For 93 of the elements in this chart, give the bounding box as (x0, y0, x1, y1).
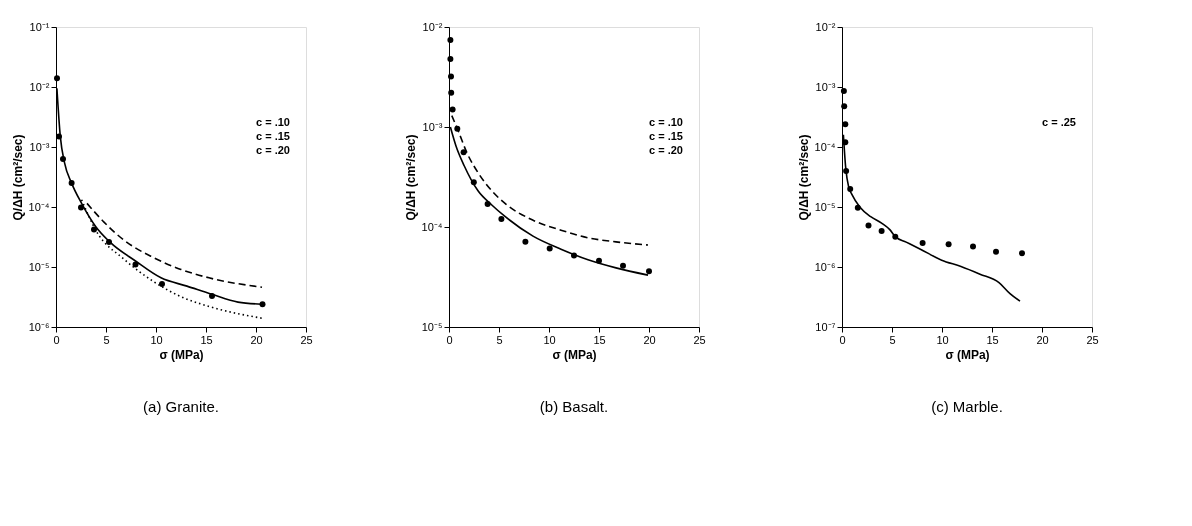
annotation: c = .10 (649, 116, 683, 128)
point (259, 301, 266, 308)
y-tick-label: 10⁻⁵ (814, 200, 836, 213)
x-tick-label: 25 (693, 333, 706, 346)
point (1019, 250, 1025, 257)
y-tick-label: 10⁻² (29, 80, 50, 93)
y-tick-label: 10⁻⁵ (28, 260, 50, 273)
x-tick-label: 20 (250, 333, 263, 346)
y-tick-label: 10⁻⁶ (814, 260, 836, 273)
point (840, 87, 847, 94)
x-tick-label: 10 (543, 333, 556, 346)
point (448, 73, 454, 80)
annotation: c = .20 (649, 144, 683, 156)
x-tick-label: 15 (593, 333, 606, 346)
point (460, 149, 467, 156)
y-tick-label: 10⁻⁴ (421, 220, 443, 233)
x-tick-label: 20 (643, 333, 656, 346)
point (847, 185, 854, 192)
annotation: c = .25 (1042, 116, 1076, 128)
x-tick-label: 15 (986, 333, 999, 346)
point (159, 281, 165, 288)
x-axis-title: σ (MPa) (945, 347, 990, 362)
point (841, 103, 848, 110)
y-tick-label: 10⁻⁷ (815, 320, 836, 333)
y-tick-label: 10⁻⁴ (814, 140, 836, 153)
point (854, 204, 861, 211)
point (970, 243, 976, 250)
point (56, 133, 62, 140)
y-tick-label: 10⁻³ (815, 80, 836, 93)
point (447, 37, 454, 44)
annotation: c = .10 (256, 116, 290, 128)
point (892, 233, 899, 240)
point (620, 262, 626, 269)
point (132, 261, 139, 268)
x-tick-label: 0 (839, 333, 846, 346)
line-series (86, 202, 263, 289)
x-tick-label: 0 (53, 333, 60, 346)
point (843, 167, 850, 174)
point (993, 248, 999, 255)
x-tick-label: 10 (936, 333, 949, 346)
point (106, 239, 112, 246)
x-tick-label: 15 (200, 333, 213, 346)
point (522, 238, 529, 245)
y-tick-label: 10⁻³ (422, 120, 443, 133)
y-axis-title: Q/ΔH (cm²/sec) (796, 134, 811, 221)
annotation: c = .20 (256, 144, 290, 156)
y-tick-label: 10⁻² (422, 20, 443, 33)
point (447, 55, 454, 62)
x-tick-label: 5 (496, 333, 503, 346)
point (842, 139, 849, 146)
x-axis-title: σ (MPa) (159, 347, 204, 362)
point (546, 245, 553, 252)
y-axis-title: Q/ΔH (cm²/sec) (10, 134, 25, 221)
point (470, 179, 477, 186)
point (448, 89, 455, 96)
point (878, 227, 885, 234)
point (54, 75, 60, 82)
x-tick-label: 25 (300, 333, 313, 346)
point (865, 222, 872, 229)
annotation: c = .15 (256, 130, 290, 142)
annotation: c = .15 (649, 130, 683, 142)
point (91, 226, 97, 233)
x-tick-label: 0 (446, 333, 453, 346)
y-tick-label: 10⁻⁶ (28, 320, 50, 333)
x-tick-label: 20 (1036, 333, 1049, 346)
x-tick-label: 10 (150, 333, 163, 346)
text: (c) Marble. (931, 398, 1003, 415)
point (60, 156, 66, 163)
text: (b) Basalt. (539, 398, 609, 415)
y-tick-label: 10⁻⁵ (421, 320, 443, 333)
x-axis-title: σ (MPa) (552, 347, 597, 362)
x-tick-label: 5 (103, 333, 110, 346)
y-axis-title: Q/ΔH (cm²/sec) (403, 134, 418, 221)
text: (a) Granite. (143, 398, 219, 415)
point (209, 292, 215, 299)
y-tick-label: 10⁻⁴ (28, 200, 50, 213)
y-tick-label: 10⁻¹ (29, 20, 50, 33)
y-tick-label: 10⁻³ (29, 140, 50, 153)
point (454, 125, 461, 132)
point (484, 200, 491, 207)
point (78, 204, 84, 211)
y-tick-label: 10⁻² (815, 20, 836, 33)
point (842, 121, 849, 128)
point (919, 240, 926, 247)
point (646, 268, 652, 275)
point (68, 180, 75, 187)
point (945, 241, 952, 248)
x-tick-label: 25 (1086, 333, 1099, 346)
point (498, 216, 505, 223)
point (596, 257, 602, 264)
point (449, 106, 456, 113)
x-tick-label: 5 (889, 333, 896, 346)
point (571, 252, 577, 259)
